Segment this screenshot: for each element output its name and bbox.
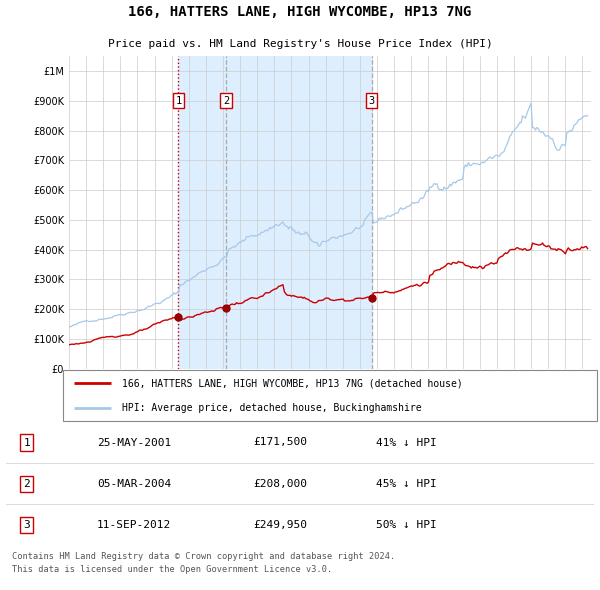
Text: £249,950: £249,950 — [253, 520, 307, 530]
Text: 2: 2 — [223, 96, 229, 106]
Text: 166, HATTERS LANE, HIGH WYCOMBE, HP13 7NG: 166, HATTERS LANE, HIGH WYCOMBE, HP13 7N… — [128, 5, 472, 19]
Text: 3: 3 — [23, 520, 30, 530]
Text: £208,000: £208,000 — [253, 479, 307, 489]
Text: 3: 3 — [368, 96, 375, 106]
Text: 1: 1 — [23, 438, 30, 447]
Text: 41% ↓ HPI: 41% ↓ HPI — [376, 438, 437, 447]
Text: 2: 2 — [23, 479, 30, 489]
FancyBboxPatch shape — [63, 370, 597, 421]
Bar — [178, 56, 372, 369]
Text: Contains HM Land Registry data © Crown copyright and database right 2024.
This d: Contains HM Land Registry data © Crown c… — [12, 552, 395, 574]
Text: £171,500: £171,500 — [253, 438, 307, 447]
Text: 1: 1 — [175, 96, 181, 106]
Text: Price paid vs. HM Land Registry's House Price Index (HPI): Price paid vs. HM Land Registry's House … — [107, 39, 493, 49]
Text: 25-MAY-2001: 25-MAY-2001 — [97, 438, 172, 447]
Text: 11-SEP-2012: 11-SEP-2012 — [97, 520, 172, 530]
Text: 45% ↓ HPI: 45% ↓ HPI — [376, 479, 437, 489]
Text: 05-MAR-2004: 05-MAR-2004 — [97, 479, 172, 489]
Text: 166, HATTERS LANE, HIGH WYCOMBE, HP13 7NG (detached house): 166, HATTERS LANE, HIGH WYCOMBE, HP13 7N… — [122, 378, 463, 388]
Text: 50% ↓ HPI: 50% ↓ HPI — [376, 520, 437, 530]
Text: HPI: Average price, detached house, Buckinghamshire: HPI: Average price, detached house, Buck… — [122, 402, 421, 412]
